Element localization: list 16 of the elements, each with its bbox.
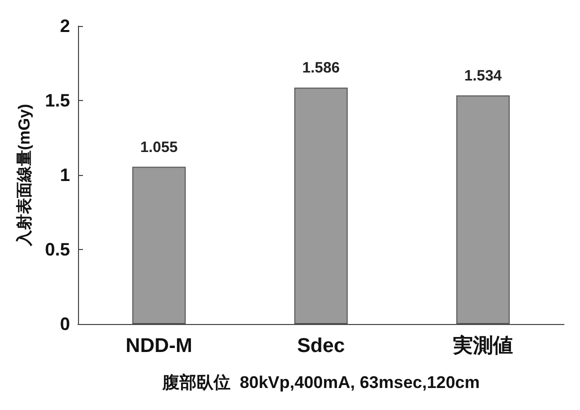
x-tick-label: 実測値: [452, 334, 513, 357]
bar: [456, 95, 510, 324]
x-axis-title: 腹部臥位 80kVp,400mA, 63msec,120cm: [161, 373, 480, 392]
bar: [294, 88, 348, 324]
y-tick-label: 0: [60, 314, 70, 334]
x-tick-label: NDD-M: [126, 335, 192, 357]
y-tick-label: 1: [60, 165, 70, 185]
x-tick-label: Sdec: [297, 335, 345, 357]
y-tick-label: 2: [60, 16, 70, 36]
data-label: 1.055: [140, 138, 178, 156]
y-tick-label: 0.5: [44, 240, 70, 260]
y-axis-title: 入射表面線量(mGy): [16, 104, 34, 248]
y-tick-label: 1.5: [44, 90, 70, 110]
bar: [132, 166, 186, 324]
data-label: 1.534: [464, 67, 502, 84]
data-label: 1.586: [302, 60, 340, 77]
